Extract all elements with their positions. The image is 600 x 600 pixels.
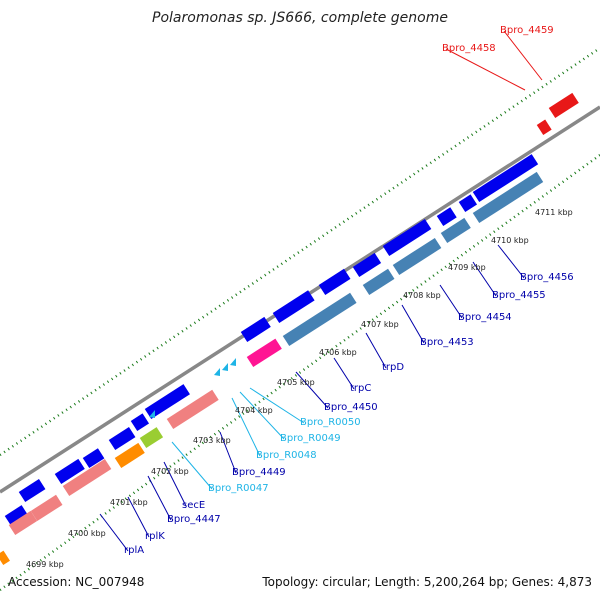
map-title: Polaromonas sp. JS666, complete genome xyxy=(152,10,448,26)
feature-g-8[interactable] xyxy=(240,316,271,343)
leader-line xyxy=(147,475,172,521)
leader-line xyxy=(439,284,463,319)
gene-label[interactable]: Bpro_R0050 xyxy=(300,417,361,428)
kbp-label: 4705 kbp xyxy=(277,378,315,387)
gene-label[interactable]: Bpro_R0049 xyxy=(280,433,341,444)
gene-label[interactable]: Bpro_4449 xyxy=(232,467,286,478)
gene-label[interactable]: rplA xyxy=(124,545,145,556)
gene-label[interactable]: trpD xyxy=(382,362,405,373)
gene-label[interactable]: Bpro_4455 xyxy=(492,290,546,301)
gene-label[interactable]: Bpro_4453 xyxy=(420,337,474,348)
feature-g-10[interactable] xyxy=(318,268,351,296)
trna-arrow-2[interactable] xyxy=(214,368,220,376)
accession-text: Accession: NC_007948 xyxy=(8,575,145,589)
genome-summary: Topology: circular; Length: 5,200,264 bp… xyxy=(262,575,592,589)
trna-arrow-4[interactable] xyxy=(230,358,236,366)
kbp-label: 4700 kbp xyxy=(68,529,106,538)
kbp-label: 4710 kbp xyxy=(491,236,529,245)
feature-hl-1[interactable] xyxy=(536,119,552,136)
gene-label[interactable]: rplK xyxy=(145,531,165,542)
feature-op-4[interactable] xyxy=(440,217,471,244)
leader-line xyxy=(219,431,237,474)
feature-g-6[interactable] xyxy=(130,413,150,432)
leader-line xyxy=(163,461,187,507)
feature-g-14[interactable] xyxy=(458,194,478,213)
feature-g-4[interactable] xyxy=(82,448,105,469)
feature-g-9[interactable] xyxy=(272,290,315,324)
leader-line xyxy=(333,357,355,390)
kbp-label: 4709 kbp xyxy=(448,263,486,272)
gene-label[interactable]: Bpro_4459 xyxy=(500,25,554,36)
feature-hl-2[interactable] xyxy=(548,92,579,119)
leader-line xyxy=(99,513,129,552)
leader-line xyxy=(365,332,387,369)
feature-g-2[interactable] xyxy=(18,478,46,503)
feature-rrna-3[interactable] xyxy=(62,458,112,497)
leader-line xyxy=(127,496,150,538)
gene-label[interactable]: Bpro_4454 xyxy=(458,312,512,323)
gene-label[interactable]: Bpro_R0047 xyxy=(208,483,269,494)
feature-op-1[interactable] xyxy=(282,292,357,347)
kbp-label: 4702 kbp xyxy=(151,467,189,476)
gene-label[interactable]: Bpro_R0048 xyxy=(256,450,317,461)
kbp-label: 4699 kbp xyxy=(26,560,64,569)
feature-orange-2[interactable] xyxy=(114,442,145,469)
kbp-label: 4707 kbp xyxy=(361,320,399,329)
kbp-label: 4703 kbp xyxy=(193,436,231,445)
trna-arrow-3[interactable] xyxy=(222,363,228,371)
kbp-label: 4711 kbp xyxy=(535,208,573,217)
outer-tick-track xyxy=(0,46,600,457)
feature-g-1[interactable] xyxy=(4,505,29,527)
feature-g-7[interactable] xyxy=(144,384,190,420)
feature-g-15[interactable] xyxy=(472,154,539,203)
feature-g-12[interactable] xyxy=(382,218,432,257)
leader-line xyxy=(472,261,497,297)
leader-line xyxy=(295,371,329,409)
leader-line xyxy=(171,441,213,490)
gene-label[interactable]: Bpro_4456 xyxy=(520,272,574,283)
leader-line xyxy=(401,304,425,344)
feature-g-11[interactable] xyxy=(352,252,382,278)
leader-line xyxy=(249,387,305,424)
kbp-label: 4701 kbp xyxy=(110,498,148,507)
feature-op-5[interactable] xyxy=(472,171,544,224)
gene-label[interactable]: trpC xyxy=(350,383,372,394)
gene-label[interactable]: Bpro_4450 xyxy=(324,402,378,413)
feature-g-5[interactable] xyxy=(108,426,136,451)
leader-line xyxy=(497,244,525,279)
feature-g-13[interactable] xyxy=(436,207,457,227)
feature-op-3[interactable] xyxy=(392,237,442,276)
leader-line xyxy=(231,397,261,457)
leader-line xyxy=(503,30,543,81)
leader-line xyxy=(239,391,285,440)
inner-tick-track xyxy=(0,153,600,592)
gene-label[interactable]: secE xyxy=(182,500,206,511)
feature-lime-1[interactable] xyxy=(139,427,164,449)
feature-misc-1[interactable] xyxy=(246,338,282,368)
leader-line xyxy=(445,48,526,91)
feature-orange-1[interactable] xyxy=(0,550,10,566)
gene-label[interactable]: Bpro_4447 xyxy=(167,514,221,525)
feature-g-3[interactable] xyxy=(54,458,85,485)
kbp-label: 4706 kbp xyxy=(319,348,357,357)
trna-arrow-1[interactable] xyxy=(149,410,155,418)
gene-label[interactable]: Bpro_4458 xyxy=(442,43,496,54)
feature-rrna-4[interactable] xyxy=(166,389,219,430)
feature-rrna-1[interactable] xyxy=(8,510,38,536)
feature-op-2[interactable] xyxy=(362,268,395,296)
kbp-label: 4708 kbp xyxy=(403,291,441,300)
feature-rrna-2[interactable] xyxy=(30,494,63,522)
kbp-label: 4704 kbp xyxy=(235,406,273,415)
